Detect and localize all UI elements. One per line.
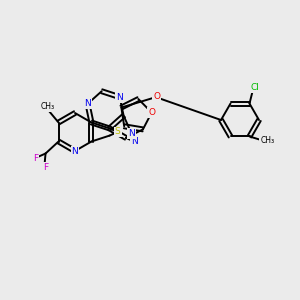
Text: O: O — [148, 108, 155, 117]
Text: N: N — [116, 93, 123, 102]
Text: F: F — [43, 163, 48, 172]
Text: F: F — [33, 154, 38, 163]
Text: CH₃: CH₃ — [40, 102, 55, 111]
Text: S: S — [115, 128, 121, 136]
Text: N: N — [72, 146, 78, 155]
Text: N: N — [131, 137, 137, 146]
Text: CH₃: CH₃ — [260, 136, 274, 145]
Text: N: N — [84, 99, 91, 108]
Text: O: O — [153, 92, 161, 100]
Text: N: N — [128, 129, 135, 138]
Text: Cl: Cl — [250, 83, 259, 92]
